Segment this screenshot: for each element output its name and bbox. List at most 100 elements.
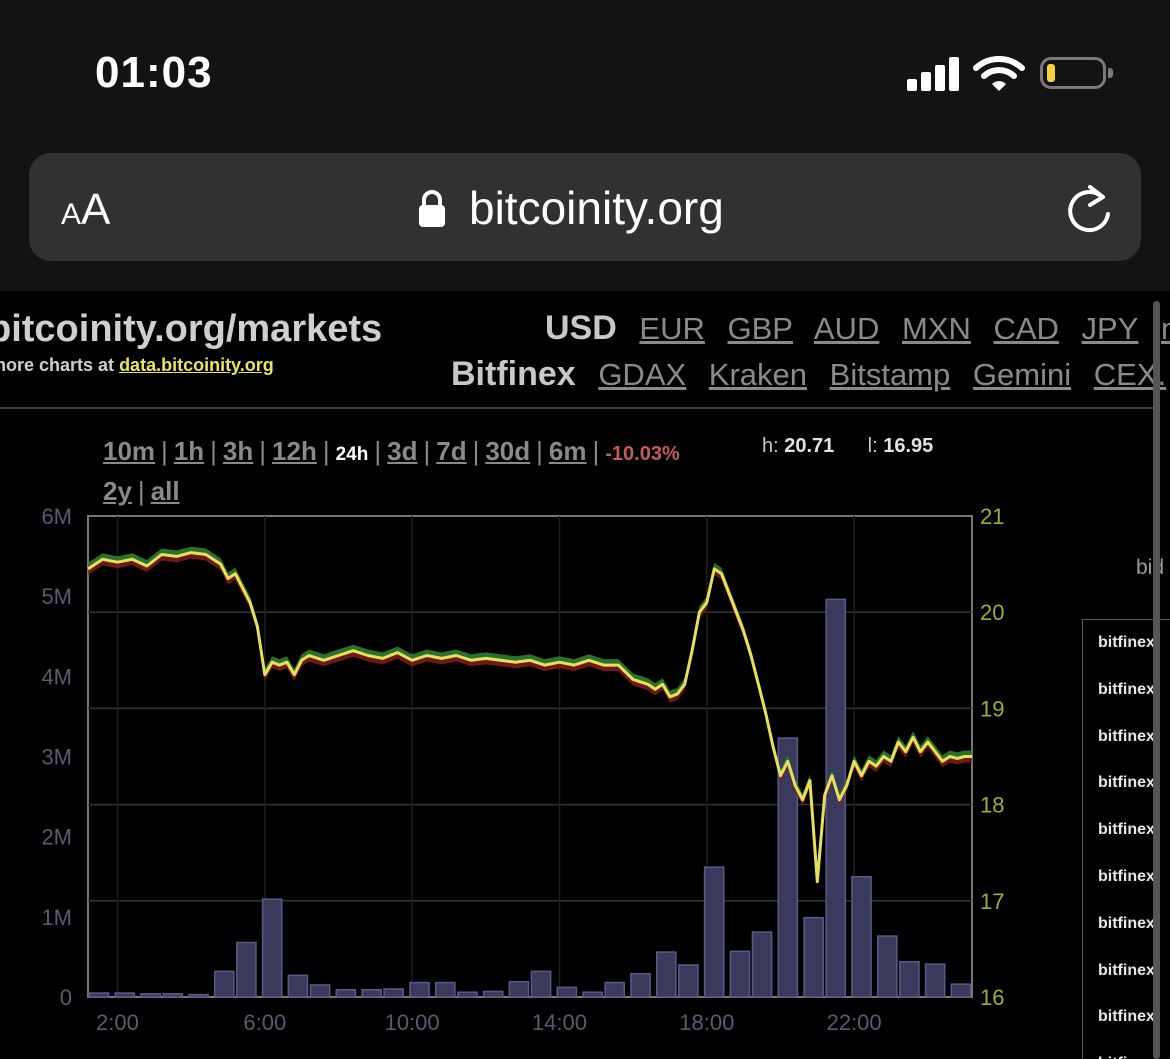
high-low: h: 20.71 l: 16.95 [762, 435, 934, 457]
orderbook-row: bitfinex [1098, 1055, 1155, 1059]
more-charts-text: more charts at data.bitcoinity.org [0, 355, 274, 375]
x-axis-tick: 22:00 [827, 1010, 882, 1035]
price-line [87, 551, 972, 884]
reader-text-size-button[interactable]: AA [61, 185, 111, 234]
period-30d[interactable]: 30d [485, 436, 531, 466]
battery-icon [1040, 57, 1113, 89]
period-1h[interactable]: 1h [173, 436, 205, 466]
volume-bar [383, 988, 405, 998]
volume-bar [924, 963, 946, 998]
wifi-icon [973, 56, 1025, 91]
period-3h[interactable]: 3h [222, 436, 254, 466]
divider [0, 407, 1160, 409]
volume-bar [508, 981, 530, 998]
volume-bar [950, 983, 972, 998]
volume-bar [287, 974, 309, 998]
volume-bar [604, 981, 626, 998]
volume-bar [88, 992, 110, 998]
period-3d[interactable]: 3d [387, 436, 418, 466]
volume-bar [114, 992, 136, 998]
orderbook-row: bitfinex [1098, 680, 1155, 698]
lock-icon [419, 190, 445, 227]
left-axis-tick: 0 [60, 985, 72, 1010]
right-axis-tick: 18 [980, 793, 1004, 818]
volume-bar [751, 931, 773, 998]
period-selector: 10m | 1h | 3h | 12h | 24h | 3d | 7d | 30d | 6m | -10.03% 2… [103, 436, 680, 506]
orderbook-row: bitfinex [1098, 634, 1155, 651]
currency-mxn[interactable]: MXN [901, 311, 971, 346]
period-24h-current: 24h [335, 444, 369, 465]
currency-selector: USD EUR GBP AUD MXN CAD JPY m [545, 309, 1170, 348]
address-bar[interactable]: AA bitcoinity.org [29, 153, 1141, 261]
x-axis-tick: 6:00 [243, 1010, 286, 1035]
orderbook-row: bitfinex [1098, 868, 1155, 885]
site-title[interactable]: bitcoinity.org/markets [0, 308, 383, 350]
orderbook-row: bitfinex [1098, 727, 1155, 745]
volume-bar [162, 993, 184, 998]
exchange-kraken[interactable]: Kraken [708, 357, 808, 392]
period-7d[interactable]: 7d [436, 436, 467, 466]
period-10m[interactable]: 10m [103, 436, 156, 466]
currency-jpy[interactable]: JPY [1081, 311, 1139, 346]
orderbook-row: bitfinex [1098, 914, 1155, 932]
price-change: -10.03% [605, 443, 680, 465]
volume-bar [825, 598, 847, 998]
volume-bar [582, 991, 603, 998]
volume-bar [261, 898, 283, 998]
scrollbar[interactable] [1153, 301, 1160, 1059]
currency-gbp[interactable]: GBP [727, 311, 793, 346]
currency-aud[interactable]: AUD [813, 311, 880, 346]
period-2y[interactable]: 2y [103, 476, 132, 506]
currency-eur[interactable]: EUR [639, 311, 705, 346]
data-link[interactable]: data.bitcoinity.org [119, 355, 274, 375]
price-volume-chart[interactable]: 16 17 18 19 20 21 0 1M 2M 3M 4M 5M 6M 2:00 6:00 10:00 14… [0, 501, 1070, 1059]
exchange-selector: Bitfinex GDAX Kraken Bitstamp Gemini CEX… [451, 355, 1170, 394]
left-axis-tick: 6M [41, 504, 72, 529]
right-axis-tick: 19 [980, 696, 1004, 721]
volume-bar [803, 916, 824, 998]
orderbook-row: bitfinex [1098, 1008, 1155, 1026]
volume-bar [777, 737, 799, 998]
high-value: 20.71 [784, 435, 835, 457]
left-axis-tick: 2M [41, 825, 72, 850]
volume-bar [335, 989, 357, 998]
period-12h[interactable]: 12h [272, 436, 317, 466]
x-axis-tick: 18:00 [679, 1010, 734, 1035]
left-axis-tick: 3M [41, 745, 72, 770]
right-axis-tick: 21 [980, 504, 1004, 529]
currency-cad[interactable]: CAD [993, 311, 1059, 346]
volume-bar [236, 941, 257, 998]
x-axis-tick: 10:00 [385, 1010, 440, 1035]
right-axis-tick: 17 [980, 889, 1004, 914]
currency-selected[interactable]: USD [545, 309, 617, 347]
status-bar: 01:03 [0, 0, 1170, 150]
exchange-bitstamp[interactable]: Bitstamp [829, 357, 951, 392]
exchange-selected[interactable]: Bitfinex [451, 355, 576, 393]
volume-bar [851, 876, 872, 998]
period-all[interactable]: all [150, 476, 180, 506]
right-axis-tick: 20 [980, 600, 1004, 625]
volume-bar [361, 989, 382, 998]
volume-bar [530, 970, 552, 998]
orderbook-row: bitfinex [1098, 961, 1155, 979]
volume-bar [655, 951, 677, 998]
volume-bar [899, 960, 920, 998]
left-axis-tick: 4M [41, 664, 72, 689]
right-axis-tick: 16 [980, 985, 1004, 1010]
url-host: bitcoinity.org [469, 182, 724, 234]
exchange-gdax[interactable]: GDAX [598, 357, 687, 392]
reload-icon[interactable] [1064, 183, 1114, 237]
volume-bar [630, 973, 651, 998]
currency-more[interactable]: m [1161, 311, 1170, 346]
volume-bar [309, 984, 331, 998]
period-6m[interactable]: 6m [548, 436, 587, 466]
volume-bar [556, 986, 578, 998]
clock: 01:03 [95, 48, 213, 97]
web-page: bitcoinity.org/markets more charts at da… [0, 291, 1170, 1059]
browser-toolbar: AA bitcoinity.org [0, 150, 1170, 291]
volume-bar [188, 993, 209, 998]
volume-bar [703, 866, 725, 998]
exchange-gemini[interactable]: Gemini [972, 357, 1072, 392]
volume-bar [482, 990, 504, 998]
left-axis-tick: 5M [41, 584, 72, 609]
